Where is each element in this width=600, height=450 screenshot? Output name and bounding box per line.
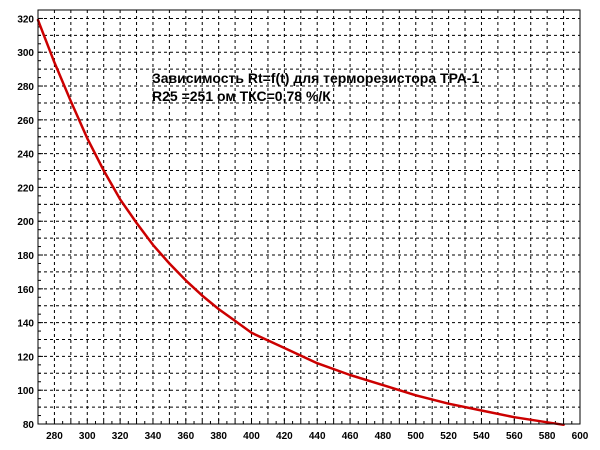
y-tick-label: 300 bbox=[17, 48, 34, 59]
plot-frame bbox=[37, 9, 581, 425]
y-tick-label: 140 bbox=[17, 319, 34, 330]
chart-subtitle: R25 =251 ом ТКС=0,78 %/К bbox=[152, 88, 331, 104]
x-tick-label: 300 bbox=[79, 431, 96, 442]
y-tick-label: 100 bbox=[17, 386, 34, 397]
x-tick-label: 580 bbox=[539, 431, 556, 442]
y-tick-label: 120 bbox=[17, 352, 34, 363]
x-tick-label: 420 bbox=[276, 431, 293, 442]
y-tick-label: 180 bbox=[17, 251, 34, 262]
y-tick-label: 240 bbox=[17, 150, 34, 161]
chart-title: Зависимость Rt=f(t) для терморезистора Т… bbox=[152, 70, 479, 86]
series-line bbox=[36, 18, 565, 427]
x-tick-label: 600 bbox=[572, 431, 589, 442]
x-tick-label: 480 bbox=[375, 431, 392, 442]
y-tick-label: 260 bbox=[17, 116, 34, 127]
y-tick-label: 320 bbox=[17, 14, 34, 25]
x-tick-label: 280 bbox=[46, 431, 63, 442]
grid bbox=[38, 10, 580, 424]
x-tick-label: 360 bbox=[177, 431, 194, 442]
series-layer bbox=[36, 18, 565, 427]
y-tick-label: 80 bbox=[23, 420, 35, 431]
x-tick-label: 380 bbox=[210, 431, 227, 442]
x-tick-label: 440 bbox=[309, 431, 326, 442]
x-tick-label: 320 bbox=[112, 431, 129, 442]
x-tick-label: 560 bbox=[506, 431, 523, 442]
x-tick-label: 400 bbox=[243, 431, 260, 442]
x-tick-label: 520 bbox=[440, 431, 457, 442]
x-tick-label: 340 bbox=[145, 431, 162, 442]
tick-labels: 280 300 320 340 360 380 400 420 440 460 480 500 520 5… bbox=[17, 14, 588, 442]
x-tick-label: 460 bbox=[342, 431, 359, 442]
y-tick-label: 280 bbox=[17, 82, 34, 93]
y-tick-label: 160 bbox=[17, 285, 34, 296]
x-tick-label: 540 bbox=[473, 431, 490, 442]
x-tick-label: 500 bbox=[407, 431, 424, 442]
y-tick-label: 220 bbox=[17, 183, 34, 194]
y-tick-label: 200 bbox=[17, 217, 34, 228]
